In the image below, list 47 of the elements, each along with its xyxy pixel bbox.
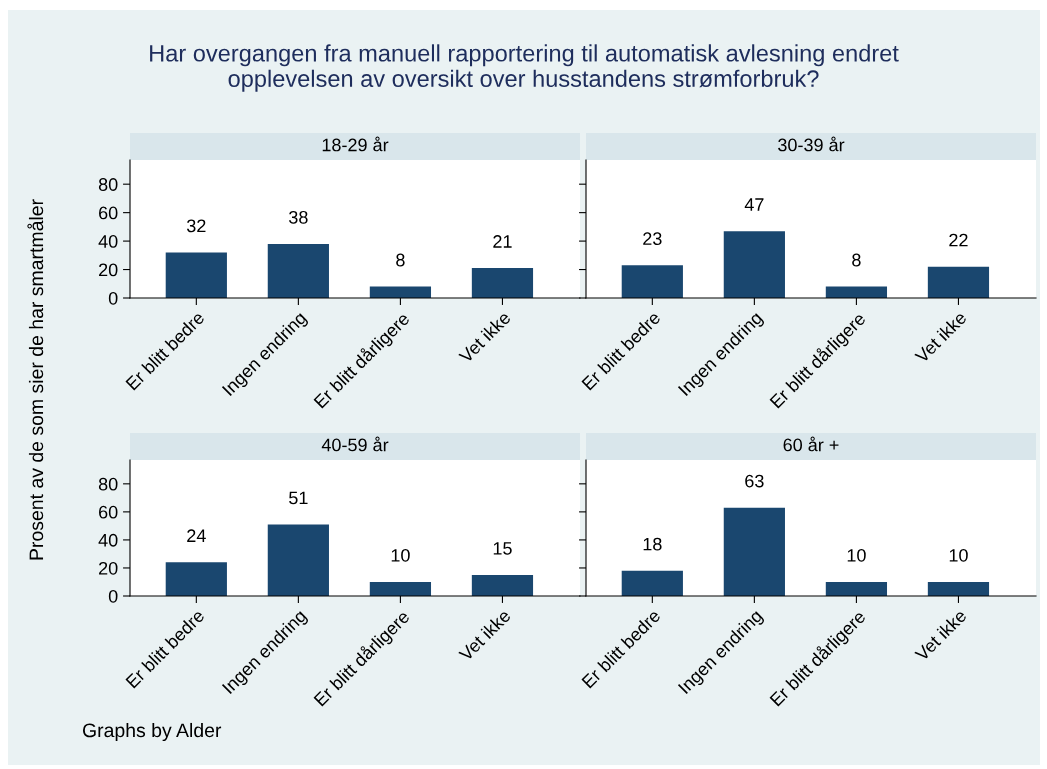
data-label: 10: [949, 548, 968, 562]
y-tick-label: 60: [99, 206, 118, 220]
bar: [267, 243, 329, 298]
text: Prosent av de som sier de har smartmåler: [27, 199, 44, 560]
bar: [165, 252, 227, 298]
y-tick-label: 60: [99, 505, 118, 519]
y-tick-label: 20: [99, 561, 118, 575]
chart-title: 40-59 år: [321, 436, 389, 452]
text: Graphs by Alder: [82, 722, 222, 742]
data-label: 63: [745, 474, 764, 488]
chart-title: 30-39 år: [778, 136, 845, 152]
data-label: 51: [289, 491, 308, 505]
x-tick-label: Vet ikke: [457, 310, 512, 364]
bar: [471, 574, 534, 596]
data-label: 21: [493, 235, 512, 248]
y-tick-label: 80: [98, 477, 118, 491]
x-tick-label: Vet ikke: [457, 608, 512, 662]
data-label: 10: [391, 548, 410, 562]
chart-title: 18-29 år: [322, 136, 389, 152]
y-tick-label: 0: [108, 589, 118, 603]
bar: [165, 562, 227, 596]
x-tick-label: Vet ikke: [913, 608, 968, 662]
y-tick-label: 40: [98, 533, 118, 547]
bar: [621, 265, 683, 298]
data-label: 18: [643, 537, 662, 551]
bar: [927, 266, 990, 298]
data-label: 15: [493, 542, 512, 555]
x-tick-label: Vet ikke: [913, 310, 968, 364]
bar: [267, 524, 329, 596]
data-label: 10: [847, 548, 866, 562]
y-tick-label: 80: [98, 178, 118, 191]
y-tick-label: 0: [108, 291, 118, 305]
data-label: 23: [643, 232, 662, 246]
data-label: 8: [852, 253, 861, 267]
data-label: 38: [289, 210, 308, 224]
data-label: 22: [949, 233, 968, 247]
bar: [723, 231, 785, 298]
text: Har overgangen fra manuell rapportering til automatisk avlesning endret opplevelsen av oversikt over husstandens strømforbruk?: [150, 44, 899, 92]
y-tick-label: 40: [98, 235, 118, 248]
data-label: 8: [396, 253, 405, 267]
data-label: 24: [187, 529, 206, 542]
bar: [369, 581, 432, 596]
y-tick-label: 20: [99, 263, 118, 277]
data-label: 32: [186, 219, 206, 233]
chart-title: 60 år +: [783, 436, 839, 452]
bar: [471, 268, 534, 298]
data-label: 47: [744, 198, 764, 211]
